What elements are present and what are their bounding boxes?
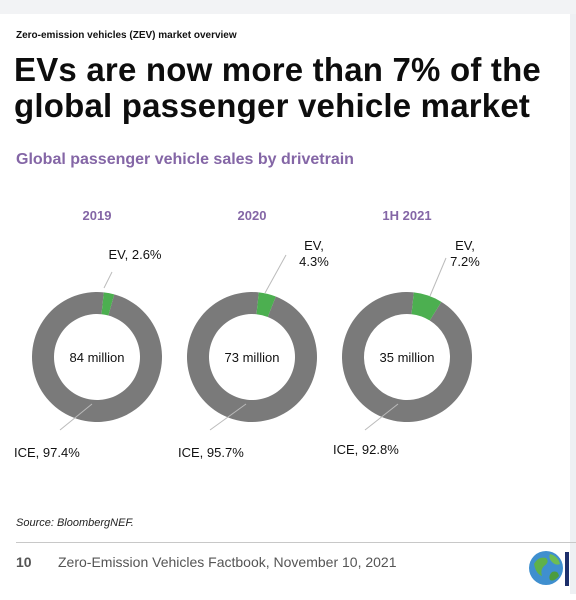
ev-slice — [256, 292, 276, 317]
center-label: 73 million — [225, 350, 280, 365]
ice-leader-line — [364, 403, 399, 431]
ice-slice — [342, 291, 472, 422]
ev-data-label: EV, — [455, 238, 475, 253]
kicker-text: Zero-emission vehicles (ZEV) market over… — [16, 30, 237, 41]
ev-data-label: EV, — [304, 238, 324, 253]
footer-text: Zero-Emission Vehicles Factbook, Novembe… — [58, 554, 397, 570]
ice-data-label: ICE, 97.4% — [14, 445, 80, 460]
ice-slice — [31, 292, 162, 423]
ice-leader-line — [209, 403, 247, 431]
period-label: 2020 — [238, 208, 267, 223]
ice-slice — [187, 292, 317, 423]
ev-leader-line — [103, 271, 113, 289]
page-title: EVs are now more than 7% of the global p… — [14, 51, 541, 124]
source-note: Source: BloombergNEF. — [16, 517, 134, 529]
page-number: 10 — [16, 554, 32, 570]
center-label: 84 million — [70, 350, 125, 365]
ice-data-label: ICE, 95.7% — [178, 445, 244, 460]
period-label: 1H 2021 — [382, 208, 431, 223]
ev-data-label: EV, 2.6% — [108, 247, 161, 262]
chart-subtitle: Global passenger vehicle sales by drivet… — [16, 151, 354, 168]
right-edge — [570, 14, 576, 594]
ev-leader-line — [264, 254, 287, 294]
ev-data-label: 7.2% — [450, 254, 480, 269]
ice-data-label: ICE, 92.8% — [333, 442, 399, 457]
center-label: 35 million — [380, 350, 435, 365]
ev-leader-line — [429, 257, 447, 297]
period-label: 2019 — [83, 208, 112, 223]
ev-slice — [411, 292, 442, 321]
ice-leader-line — [59, 403, 93, 431]
footer-divider — [16, 542, 576, 543]
globe-logo-icon — [526, 546, 570, 595]
ev-slice — [101, 292, 115, 316]
ev-data-label: 4.3% — [299, 254, 329, 269]
top-strip — [0, 0, 576, 14]
